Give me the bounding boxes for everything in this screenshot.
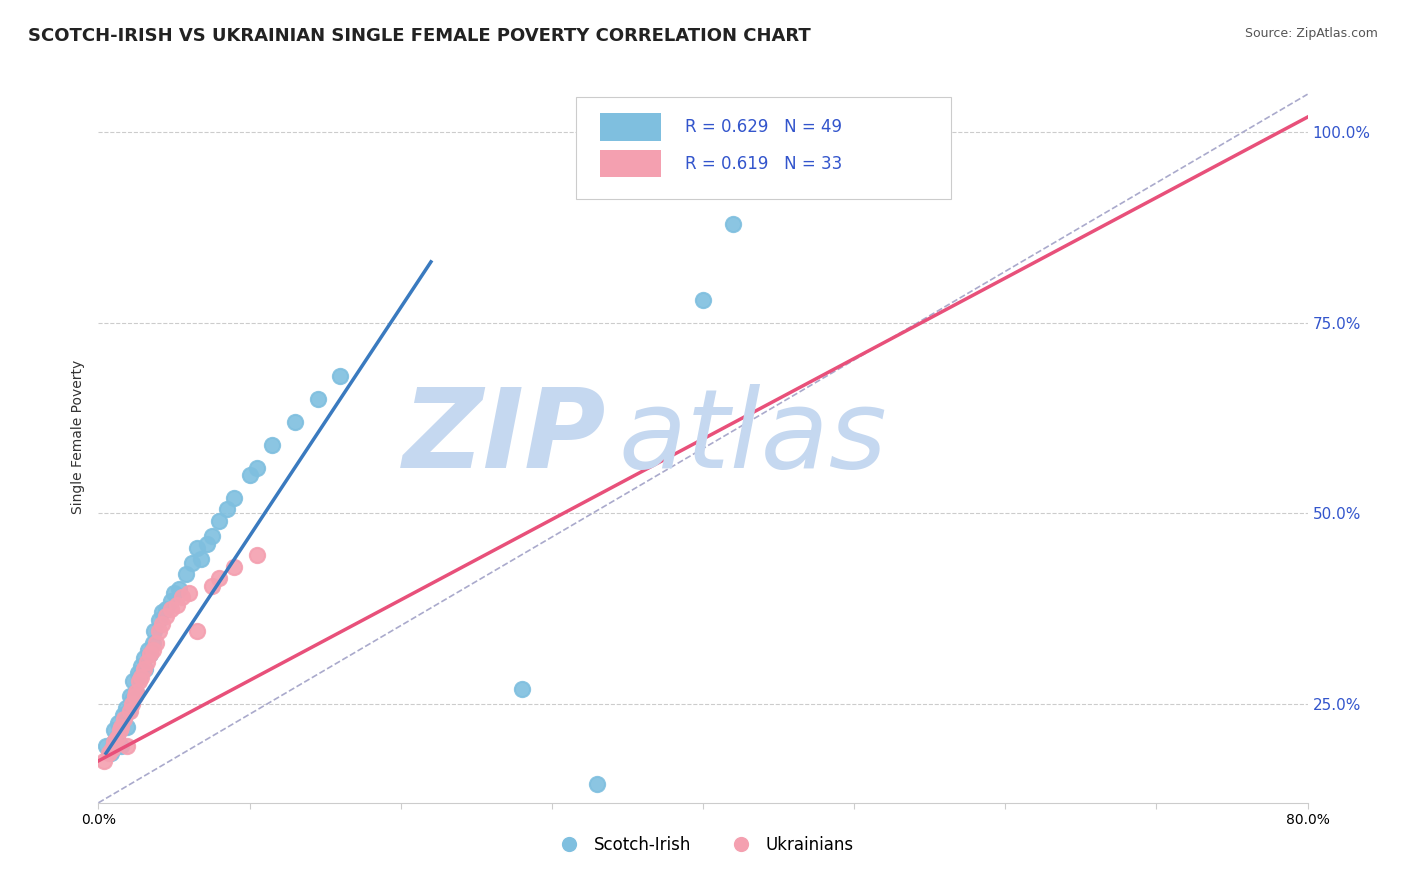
Point — [160, 594, 183, 608]
Point — [127, 666, 149, 681]
Point — [155, 601, 177, 615]
Text: Source: ZipAtlas.com: Source: ZipAtlas.com — [1244, 27, 1378, 40]
Point — [128, 673, 150, 688]
Text: ZIP: ZIP — [402, 384, 606, 491]
Point — [129, 670, 152, 684]
Point — [110, 739, 132, 753]
Point — [723, 217, 745, 231]
Point — [586, 777, 609, 791]
Point — [132, 663, 155, 677]
Point — [128, 670, 150, 684]
Legend: Scotch-Irish, Ukrainians: Scotch-Irish, Ukrainians — [546, 829, 860, 860]
Point — [190, 552, 212, 566]
Point — [101, 742, 124, 756]
Point — [186, 541, 208, 555]
Point — [174, 567, 197, 582]
Point — [145, 636, 167, 650]
Point — [224, 559, 246, 574]
Point — [134, 663, 156, 677]
Point — [160, 601, 183, 615]
Point — [142, 643, 165, 657]
Point — [98, 746, 121, 760]
Point — [118, 705, 141, 719]
FancyBboxPatch shape — [576, 97, 950, 200]
FancyBboxPatch shape — [600, 150, 661, 178]
Point — [105, 731, 128, 745]
Point — [307, 392, 329, 406]
Point — [246, 460, 269, 475]
Point — [103, 735, 125, 749]
Point — [737, 145, 759, 159]
Point — [115, 739, 138, 753]
Point — [186, 624, 208, 639]
Point — [110, 720, 132, 734]
Text: atlas: atlas — [619, 384, 887, 491]
Point — [329, 369, 352, 384]
Point — [163, 586, 186, 600]
Point — [148, 613, 170, 627]
Point — [136, 643, 159, 657]
Point — [125, 685, 148, 699]
Point — [139, 647, 162, 661]
Point — [167, 582, 190, 597]
Point — [100, 746, 122, 760]
Point — [195, 537, 218, 551]
Point — [201, 529, 224, 543]
Point — [150, 605, 173, 619]
Point — [103, 723, 125, 738]
Point — [115, 720, 138, 734]
Point — [148, 624, 170, 639]
FancyBboxPatch shape — [600, 113, 661, 141]
Point — [201, 579, 224, 593]
Point — [121, 697, 143, 711]
Point — [142, 636, 165, 650]
Point — [112, 712, 135, 726]
Point — [208, 571, 231, 585]
Point — [224, 491, 246, 505]
Point — [166, 598, 188, 612]
Point — [135, 655, 157, 669]
Point — [692, 293, 714, 307]
Point — [132, 651, 155, 665]
Point — [246, 548, 269, 562]
Point — [129, 658, 152, 673]
Point — [284, 415, 307, 429]
Point — [179, 586, 201, 600]
Point — [107, 715, 129, 730]
Point — [105, 731, 128, 745]
Point — [114, 700, 136, 714]
Point — [125, 685, 148, 699]
Point — [239, 468, 262, 483]
Point — [181, 556, 204, 570]
Text: R = 0.619   N = 33: R = 0.619 N = 33 — [685, 154, 842, 172]
Point — [143, 624, 166, 639]
Point — [139, 647, 162, 661]
Point — [510, 681, 533, 696]
Point — [120, 705, 142, 719]
Point — [124, 689, 146, 703]
Point — [215, 502, 238, 516]
Point — [93, 754, 115, 768]
Point — [121, 693, 143, 707]
Point — [208, 514, 231, 528]
Point — [155, 609, 177, 624]
Point — [150, 616, 173, 631]
Point — [111, 708, 134, 723]
Point — [108, 723, 131, 738]
Text: R = 0.629   N = 49: R = 0.629 N = 49 — [685, 118, 842, 136]
Point — [120, 689, 142, 703]
Point — [170, 590, 193, 604]
Point — [262, 438, 284, 452]
Text: SCOTCH-IRISH VS UKRAINIAN SINGLE FEMALE POVERTY CORRELATION CHART: SCOTCH-IRISH VS UKRAINIAN SINGLE FEMALE … — [28, 27, 811, 45]
Point — [94, 739, 117, 753]
Point — [122, 673, 145, 688]
Y-axis label: Single Female Poverty: Single Female Poverty — [70, 360, 84, 514]
Point — [103, 735, 125, 749]
